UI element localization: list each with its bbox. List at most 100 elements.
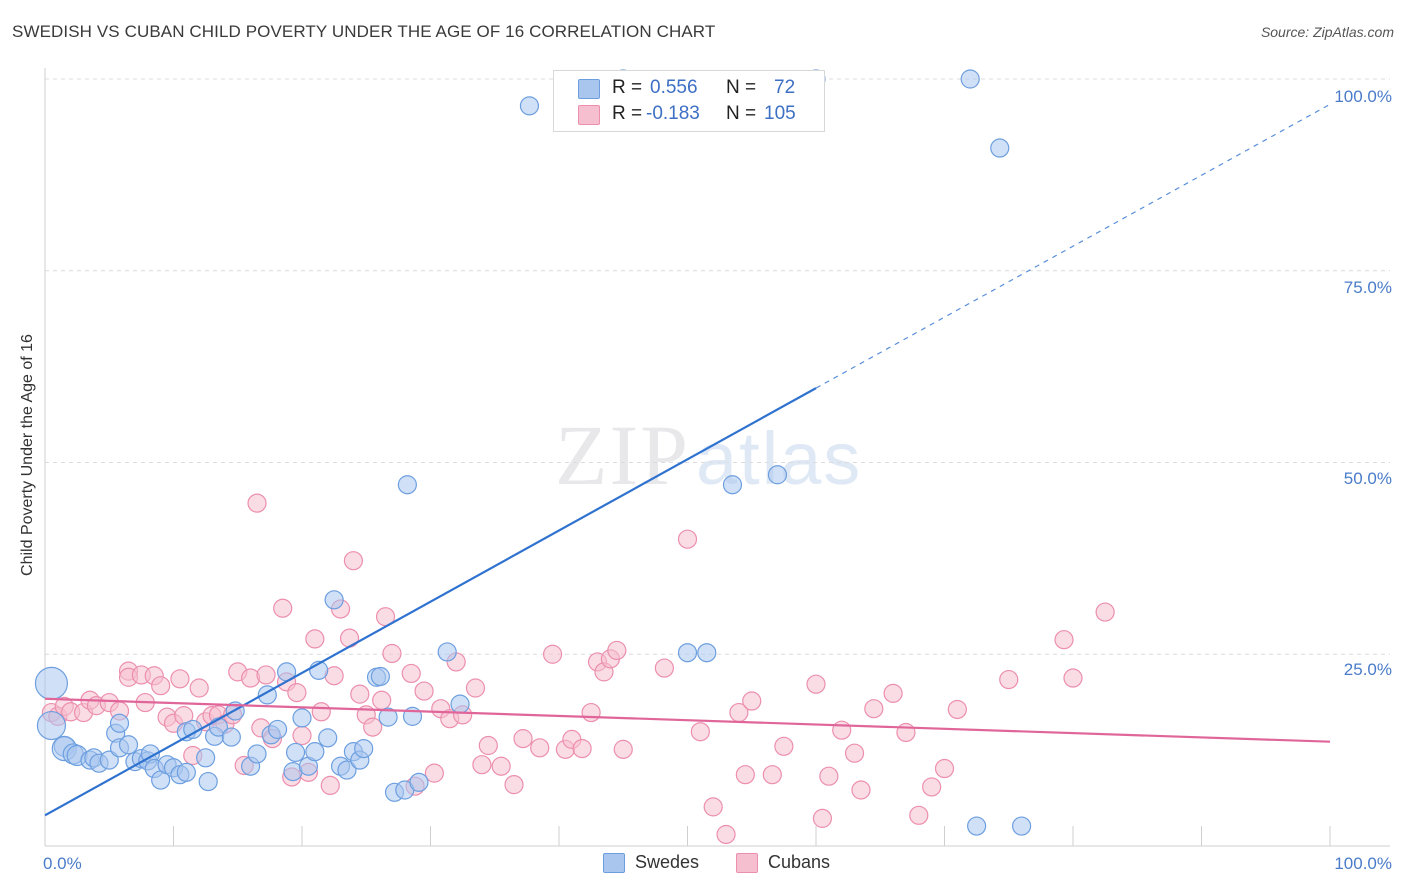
cubans-point (832, 720, 852, 740)
y-axis-label: Child Poverty Under the Age of 16 (19, 334, 36, 576)
swedes-point (305, 742, 325, 762)
cubans-point (513, 729, 533, 749)
cubans-point (690, 722, 710, 742)
swedes-r-value: 0.556 (650, 77, 698, 98)
cubans-point (292, 725, 312, 746)
cubans-point (256, 665, 276, 685)
cubans-point (581, 702, 601, 723)
swedes-point (397, 475, 417, 495)
cubans-point (401, 663, 421, 684)
cubans-point (922, 777, 942, 797)
cubans-point (504, 775, 524, 795)
cubans-n-value: 105 (764, 103, 796, 124)
cubans-point (424, 763, 444, 783)
swedes-point (247, 744, 267, 764)
n-label: N = (726, 77, 757, 98)
cubans-point (677, 529, 698, 549)
cubans-point (320, 775, 340, 796)
cubans-point (864, 699, 884, 719)
cubans-point (1063, 668, 1083, 688)
swedes-point (767, 465, 788, 485)
swedes-point (99, 750, 119, 770)
cubans-point (343, 551, 363, 571)
swedes-point (990, 138, 1010, 158)
cubans-point (350, 684, 370, 704)
cubans-point (806, 674, 826, 694)
x-tick-label: 100.0% (1334, 854, 1392, 873)
cubans-trend-line (44, 697, 1331, 743)
cubans-point (170, 669, 190, 689)
swedes-point (198, 771, 218, 792)
cubans-point (896, 722, 916, 743)
cubans-point (478, 735, 498, 756)
cubans-point (613, 739, 633, 759)
cubans-point (716, 824, 736, 845)
r-label: R = (612, 77, 643, 98)
swedes-point (285, 742, 306, 763)
cubans-point (287, 682, 307, 703)
n-label: N = (726, 103, 757, 124)
cubans-legend-label: Cubans (768, 852, 831, 872)
cubans-point (414, 681, 434, 701)
swedes-swatch (578, 79, 600, 99)
swedes-point (370, 666, 390, 687)
swedes-point (267, 719, 288, 740)
source-credit: Source: ZipAtlas.com (1260, 24, 1394, 40)
watermark-zip: ZIP (555, 407, 690, 503)
cubans-point (851, 780, 871, 800)
swedes-point (409, 772, 429, 792)
y-tick-label: 25.0% (1343, 660, 1392, 679)
cubans-point (151, 676, 171, 696)
stats-legend: R = 0.556 N = 72 R = -0.183 N = 105 (553, 70, 825, 132)
axes (44, 68, 1390, 847)
cubans-point (774, 736, 794, 756)
cubans-point (607, 640, 627, 661)
cubans-point (465, 678, 486, 698)
swedes-trend-extension (815, 103, 1331, 389)
swedes-point (450, 694, 470, 714)
swedes-point (176, 762, 196, 782)
cubans-point (491, 756, 511, 776)
swedes-n-value: 72 (774, 77, 796, 98)
cubans-point (247, 493, 267, 513)
swedes-point (677, 643, 698, 663)
cubans-point (542, 644, 563, 664)
swedes-point (324, 590, 344, 610)
cubans-point (241, 668, 261, 688)
grid-lines (45, 78, 1390, 655)
swedes-point (109, 713, 130, 733)
cubans-point (819, 766, 839, 786)
cubans-point (735, 765, 755, 785)
cubans-point (472, 755, 492, 775)
cubans-point (934, 758, 955, 779)
swedes-point (337, 760, 357, 780)
swedes-point (318, 728, 338, 748)
cubans-point (654, 658, 674, 678)
swedes-point (221, 727, 241, 747)
cubans-series (41, 493, 1115, 845)
cubans-point (363, 717, 383, 737)
cubans-point (572, 738, 592, 759)
swedes-point (378, 707, 398, 727)
cubans-r-value: -0.183 (646, 103, 700, 124)
cubans-point (762, 765, 782, 785)
swedes-trend-line (44, 387, 817, 817)
y-tick-label: 75.0% (1343, 278, 1392, 297)
x-tick-label: 0.0% (43, 854, 82, 873)
watermark: ZIPatlas (555, 405, 862, 505)
cubans-point (1095, 602, 1115, 622)
cubans-point (530, 738, 550, 758)
cubans-point (382, 643, 402, 664)
swedes-point (437, 642, 457, 662)
swedes-point (519, 96, 540, 116)
swedes-point (1011, 816, 1032, 836)
cubans-point (812, 808, 833, 828)
cubans-point (305, 629, 325, 649)
y-tick-label: 50.0% (1343, 469, 1392, 488)
chart-title: SWEDISH VS CUBAN CHILD POVERTY UNDER THE… (12, 22, 716, 41)
cubans-point (311, 702, 331, 722)
trend-lines (44, 103, 1331, 817)
swedes-point (34, 666, 69, 700)
cubans-point (703, 797, 723, 817)
